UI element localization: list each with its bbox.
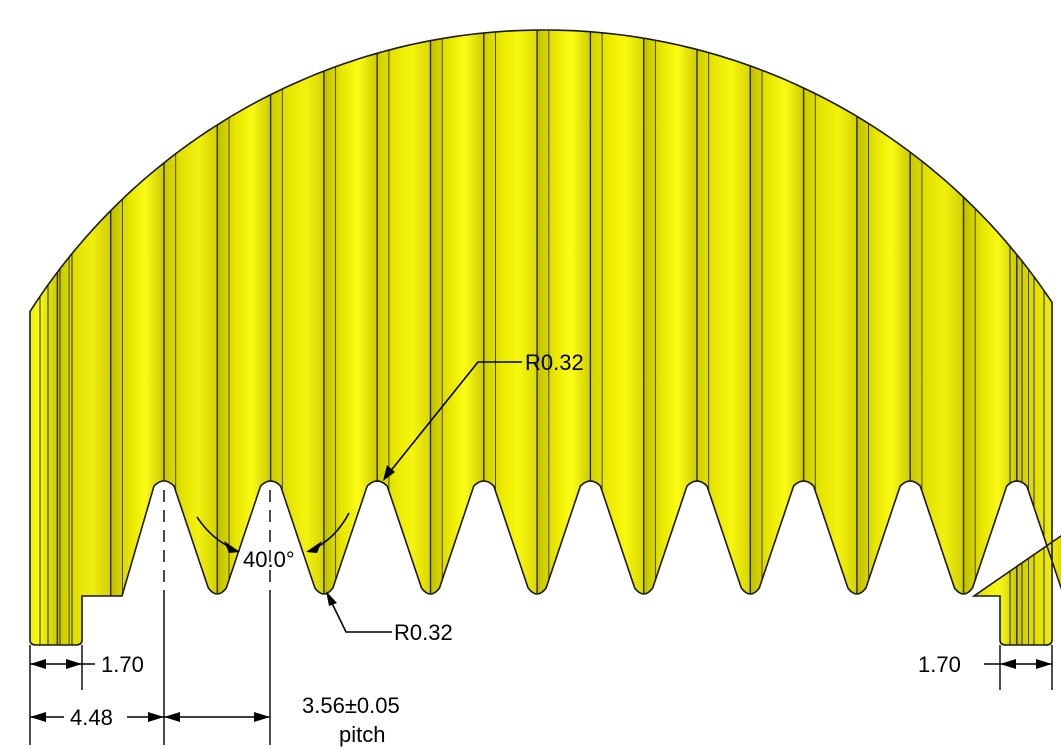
right-margin-arrow-a bbox=[1000, 659, 1016, 669]
offset-arrow-b bbox=[148, 712, 164, 722]
flute-band bbox=[750, 30, 804, 645]
angle-label: 40.0° bbox=[243, 547, 295, 572]
right-margin-dimension: 1.70 bbox=[918, 652, 1052, 677]
offset-label: 4.48 bbox=[70, 705, 113, 730]
pitch-value-label: 3.56±0.05 bbox=[302, 693, 400, 718]
flute-band bbox=[1016, 30, 1061, 645]
first-tooth-offset-dimension: 4.48 bbox=[30, 705, 164, 730]
radius-bottom-leader bbox=[327, 594, 392, 633]
right-margin-arrow-b bbox=[1036, 659, 1052, 669]
right-margin-label: 1.70 bbox=[918, 652, 961, 677]
flute-band bbox=[110, 30, 164, 645]
radius-bottom-arrow bbox=[326, 591, 337, 606]
left-margin-label: 1.70 bbox=[101, 652, 144, 677]
radius-top-leader bbox=[384, 361, 522, 479]
flute-band bbox=[57, 30, 111, 645]
radius-top-label: R0.32 bbox=[525, 350, 584, 375]
pitch-caption-label: pitch bbox=[339, 722, 385, 747]
flute-band bbox=[963, 30, 1017, 645]
flute-band bbox=[590, 30, 644, 645]
flute-band bbox=[856, 30, 911, 645]
part-body bbox=[29, 29, 1061, 646]
angle-arrow-right bbox=[306, 541, 322, 553]
angle-arrow-left bbox=[224, 541, 240, 553]
flute-band bbox=[377, 30, 431, 645]
part-outline bbox=[29, 29, 1061, 646]
offset-arrow-a bbox=[30, 712, 46, 722]
radius-bottom-label: R0.32 bbox=[394, 620, 453, 645]
radius-top-dimension: R0.32 bbox=[383, 350, 584, 481]
pitch-arrow-b bbox=[254, 712, 270, 722]
flute-band bbox=[697, 30, 751, 645]
pitch-arrow-a bbox=[164, 712, 180, 722]
left-margin-dimension: 1.70 bbox=[30, 652, 144, 677]
pitch-dimension: 3.56±0.05 pitch bbox=[164, 693, 400, 747]
flute-band bbox=[323, 30, 378, 645]
flute-band bbox=[430, 30, 484, 645]
left-margin-arrow-a bbox=[30, 659, 46, 669]
left-margin-arrow-b bbox=[66, 659, 82, 669]
flute-band bbox=[803, 30, 857, 645]
flute-band bbox=[910, 30, 964, 645]
radius-bottom-dimension: R0.32 bbox=[326, 591, 453, 645]
flute-band bbox=[217, 30, 271, 645]
flute-band bbox=[643, 30, 697, 645]
angle-dimension: 40.0° bbox=[196, 512, 350, 572]
flute-band bbox=[164, 30, 218, 645]
flute-band bbox=[270, 30, 324, 645]
radius-top-arrow bbox=[383, 465, 395, 481]
